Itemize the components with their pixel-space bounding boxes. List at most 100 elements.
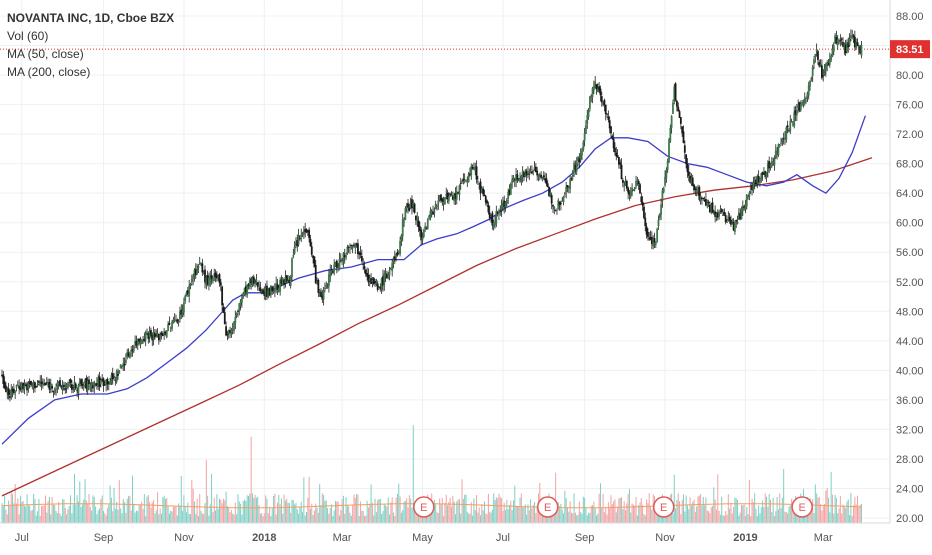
candle	[396, 249, 399, 257]
candle-body	[172, 319, 175, 323]
volume-bar	[835, 497, 837, 523]
candle-body	[505, 199, 508, 204]
candle-body	[2, 374, 5, 384]
volume-bar	[648, 493, 650, 523]
candle	[80, 378, 82, 389]
candle	[78, 377, 81, 387]
volume-bar	[851, 516, 853, 523]
volume-bar	[559, 505, 561, 523]
volume-bar	[39, 515, 41, 523]
candle	[441, 197, 444, 206]
volume-bar	[403, 501, 405, 523]
volume-bar	[714, 499, 716, 523]
volume-bar	[688, 509, 690, 523]
candle	[637, 179, 640, 191]
volume-bar	[712, 506, 713, 523]
candle-body	[90, 382, 93, 388]
candle	[60, 384, 63, 390]
volume-bar	[477, 512, 479, 523]
volume-bar	[344, 513, 346, 523]
volume-bar	[721, 496, 723, 523]
candle	[147, 331, 150, 344]
volume-bar	[451, 506, 452, 523]
candle	[612, 132, 615, 153]
volume-bar	[128, 496, 130, 523]
candle-body	[517, 179, 520, 182]
candle-body	[300, 235, 303, 237]
volume-bar	[423, 513, 425, 523]
volume-bar	[265, 495, 267, 523]
candle-body	[288, 279, 291, 284]
candle	[843, 42, 846, 56]
earnings-marker-label: E	[420, 502, 427, 514]
candle-body	[210, 274, 213, 279]
candle-body	[417, 220, 420, 228]
legend-ma200[interactable]: MA (200, close)	[7, 65, 91, 79]
volume-bar	[124, 502, 126, 523]
candle	[744, 199, 747, 214]
candle-body	[599, 88, 602, 96]
candle	[177, 319, 180, 327]
volume-bar	[254, 494, 256, 523]
volume-bar	[2, 505, 4, 523]
candle-body	[792, 123, 794, 125]
candle	[491, 210, 494, 230]
volume-bar	[51, 496, 53, 523]
candle	[469, 167, 471, 177]
candle	[256, 282, 259, 291]
candle-body	[453, 194, 456, 201]
volume-bar	[255, 497, 257, 523]
candle	[595, 84, 598, 95]
candle	[451, 191, 454, 201]
candle	[625, 179, 628, 191]
volume-bar	[294, 504, 296, 523]
candle	[794, 105, 797, 122]
candle	[624, 175, 627, 187]
candle-body	[9, 395, 11, 398]
candle-body	[703, 200, 706, 202]
candle-body	[834, 35, 836, 43]
legend-symbol[interactable]: NOVANTA INC, 1D, Cboe BZX	[7, 11, 175, 25]
candle-body	[243, 288, 246, 295]
candle	[204, 265, 206, 289]
volume-bar	[21, 502, 23, 523]
volume-bar	[464, 494, 466, 523]
candle	[401, 213, 404, 242]
candle	[262, 287, 264, 295]
candle-body	[20, 383, 23, 391]
candle	[856, 38, 859, 47]
candle-body	[194, 269, 197, 275]
candle	[574, 160, 577, 175]
candle-body	[694, 188, 697, 191]
candle	[698, 185, 701, 202]
candle	[557, 198, 560, 210]
candle-body	[276, 284, 279, 290]
volume-bar	[625, 510, 626, 523]
candle	[51, 383, 53, 393]
candle-body	[766, 163, 769, 172]
candle-body	[284, 276, 287, 283]
volume-bar	[324, 500, 326, 523]
volume-bar	[103, 510, 104, 523]
candle-body	[755, 179, 757, 185]
volume-bar	[71, 513, 73, 523]
candle-body	[668, 139, 670, 163]
volume-bar	[319, 484, 321, 523]
candle	[685, 153, 688, 169]
candle	[575, 157, 578, 176]
candle-body	[840, 38, 843, 40]
candle	[731, 218, 734, 225]
legend-ma50[interactable]: MA (50, close)	[7, 47, 84, 61]
candle	[751, 181, 753, 196]
candle	[807, 81, 810, 100]
candle	[140, 338, 143, 345]
candle	[654, 241, 657, 248]
candle	[310, 241, 313, 257]
volume-bar	[568, 511, 570, 523]
candle-body	[316, 280, 318, 285]
legend-volume[interactable]: Vol (60)	[7, 29, 49, 43]
volume-bar	[327, 508, 329, 523]
candle-body	[801, 102, 804, 105]
